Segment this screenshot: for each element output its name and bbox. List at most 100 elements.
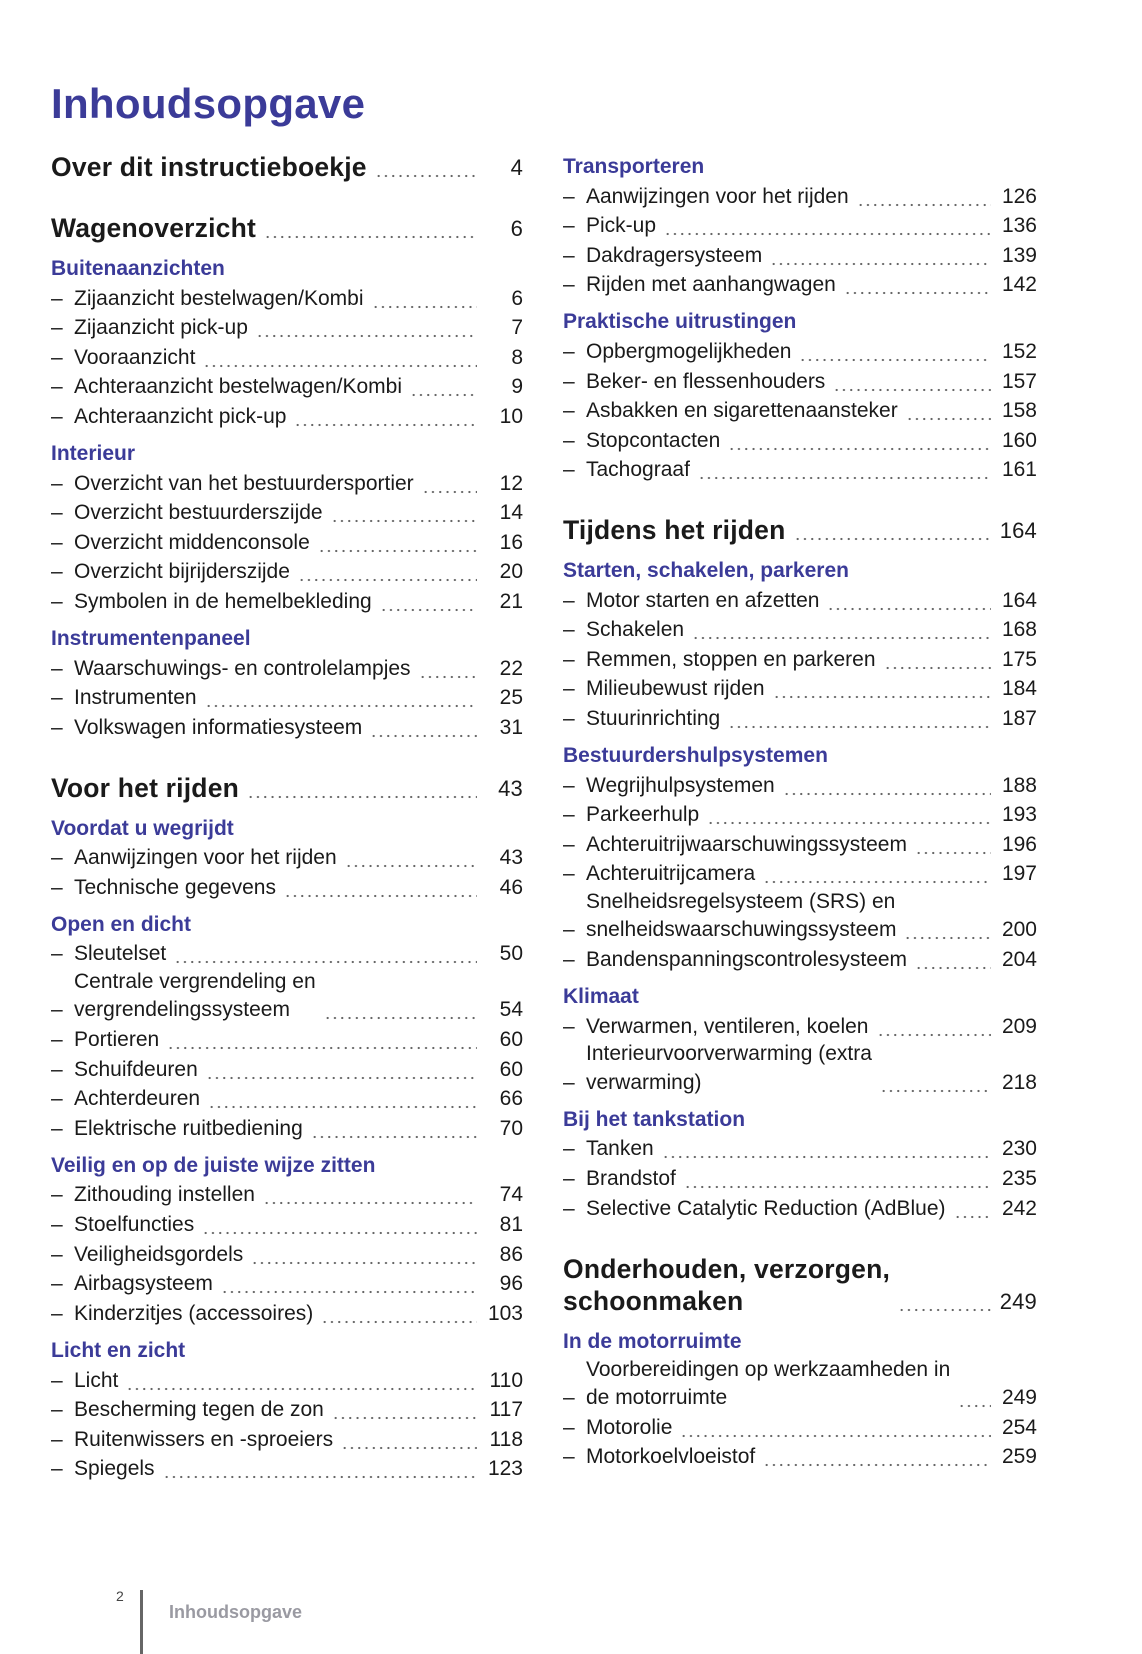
toc-chapter[interactable]: Onderhouden, verzorgen, schoonmaken 249 <box>563 1253 1037 1318</box>
toc-item[interactable]: – Interieurvoorverwarming (extra verwarmin… <box>563 1041 1037 1098</box>
toc-item[interactable]: – Stoelfuncties 81 <box>51 1210 523 1240</box>
toc-item[interactable]: – Achterdeuren 66 <box>51 1084 523 1114</box>
toc-item[interactable]: – Milieubewust rijden 184 <box>563 674 1037 704</box>
toc-item[interactable]: – Overzicht bijrijderszijde 20 <box>51 557 523 588</box>
toc-item[interactable]: – Stuurinrichting 187 <box>563 704 1037 734</box>
toc-item[interactable]: – Motor starten en afzetten 164 <box>563 585 1037 616</box>
toc-item[interactable]: – Opbergmogelijkheden 152 <box>563 337 1037 367</box>
toc-item[interactable]: – Airbagsysteem 96 <box>51 1269 523 1299</box>
toc-item[interactable]: – Remmen, stoppen en parkeren 175 <box>563 644 1037 675</box>
toc-item[interactable]: – Tachograaf 161 <box>563 455 1037 486</box>
dash-bullet: – <box>51 1057 63 1081</box>
dash-bullet: – <box>51 286 63 310</box>
dot-leader <box>167 1024 477 1055</box>
toc-page-number: 6 <box>510 216 523 241</box>
toc-item[interactable]: – Verwarmen, ventileren, koelen 209 <box>563 1011 1037 1042</box>
toc-label: Zithouding instellen <box>74 1180 255 1210</box>
toc-page-number: 60 <box>499 1057 523 1081</box>
toc-label-line: Centrale vergrendeling en <box>74 969 316 993</box>
dot-leader <box>683 1164 991 1194</box>
toc-item[interactable]: – Achteraanzicht pick-up 10 <box>51 401 523 432</box>
toc-item[interactable]: – Spiegels 123 <box>51 1454 523 1484</box>
toc-item[interactable]: – Achteraanzicht bestelwagen/Kombi 9 <box>51 372 523 402</box>
toc-item[interactable]: – Ruitenwissers en -sproeiers 118 <box>51 1424 523 1455</box>
toc-page-number: 209 <box>1001 1014 1037 1038</box>
toc-label: Interieur <box>51 439 135 469</box>
toc-section: Voordat u wegrijdt <box>51 814 523 844</box>
toc-label: Selective Catalytic Reduction (AdBlue) <box>586 1194 946 1224</box>
toc-item[interactable]: – Achteruitrijcamera 197 <box>563 859 1037 890</box>
toc-item[interactable]: – Brandstof 235 <box>563 1164 1037 1194</box>
toc-page-number: 7 <box>511 316 523 340</box>
toc-item[interactable]: – Kinderzitjes (accessoires) 103 <box>51 1298 523 1329</box>
toc-label-line: Elektrische ruitbediening <box>74 1116 303 1140</box>
dot-leader <box>262 1180 477 1211</box>
toc-label-line: Rijden met aanhangwagen <box>586 273 836 297</box>
toc-item[interactable]: – Snelheidsregelsysteem (SRS) en snelheids… <box>563 889 1037 946</box>
dot-leader <box>799 337 991 367</box>
toc-item[interactable]: – Portieren 60 <box>51 1024 523 1055</box>
toc-label-line: Starten, schakelen, parkeren <box>563 559 849 583</box>
toc-chapter[interactable]: Tijdens het rijden 164 <box>563 515 1037 547</box>
toc-item[interactable]: – Asbakken en sigarettenaansteker 158 <box>563 396 1037 426</box>
dash-bullet: – <box>563 1167 575 1191</box>
toc-label: Verwarmen, ventileren, koelen <box>586 1012 869 1042</box>
toc-item[interactable]: – Volkswagen informatiesysteem 31 <box>51 712 523 743</box>
toc-item[interactable]: – Pick-up 136 <box>563 211 1037 241</box>
toc-item[interactable]: – Wegrijhulpsystemen 188 <box>563 770 1037 801</box>
toc-item[interactable]: – Aanwijzingen voor het rijden 126 <box>563 181 1037 212</box>
toc-label-line: Spiegels <box>74 1457 155 1481</box>
toc-chapter[interactable]: Wagenoverzicht 6 <box>51 213 523 244</box>
toc-item[interactable]: – Zijaanzicht bestelwagen/Kombi 6 <box>51 283 523 314</box>
toc-item[interactable]: – Bandenspanningscontrolesysteem 204 <box>563 945 1037 975</box>
toc-page-number: 142 <box>1001 273 1037 297</box>
toc-item[interactable]: – Zijaanzicht pick-up 7 <box>51 313 523 343</box>
toc-item[interactable]: – Licht 110 <box>51 1365 523 1396</box>
toc-item[interactable]: – Waarschuwings- en controlelampjes 22 <box>51 653 523 684</box>
toc-item[interactable]: – Parkeerhulp 193 <box>563 800 1037 830</box>
toc-item[interactable]: – Instrumenten 25 <box>51 683 523 713</box>
toc-item[interactable]: – Veiligheidsgordels 86 <box>51 1239 523 1270</box>
toc-item[interactable]: – Technische gegevens 46 <box>51 872 523 903</box>
toc-item[interactable]: – Centrale vergrendeling en vergrendelings… <box>51 969 523 1025</box>
toc-item[interactable]: – Symbolen in de hemelbekleding 21 <box>51 587 523 617</box>
toc-item[interactable]: – Tanken 230 <box>563 1134 1037 1165</box>
toc-item[interactable]: – Zithouding instellen 74 <box>51 1180 523 1211</box>
toc-item[interactable]: – Schuifdeuren 60 <box>51 1054 523 1085</box>
toc-item[interactable]: – Vooraanzicht 8 <box>51 342 523 373</box>
toc-item[interactable]: – Selective Catalytic Reduction (AdBlue) 2… <box>563 1193 1037 1224</box>
dot-leader <box>410 372 477 402</box>
toc-page-number: 20 <box>499 560 523 584</box>
toc-item[interactable]: – Beker- en flessenhouders 157 <box>563 366 1037 397</box>
toc-item[interactable]: – Voorbereidingen op werkzaamheden in de m… <box>563 1357 1037 1413</box>
toc-label-line: Zijaanzicht pick-up <box>74 316 248 340</box>
dash-bullet: – <box>563 340 575 364</box>
dash-bullet: – <box>563 677 575 701</box>
dash-bullet: – <box>563 618 575 642</box>
toc-page-number: 161 <box>1001 458 1037 482</box>
dot-leader <box>914 829 991 860</box>
dash-bullet: – <box>51 942 63 966</box>
toc-item[interactable]: – Schakelen 168 <box>563 615 1037 645</box>
toc-item[interactable]: – Aanwijzingen voor het rijden 43 <box>51 843 523 873</box>
toc-label-line: Pick-up <box>586 214 657 238</box>
toc-item[interactable]: – Motorkoelvloeistof 259 <box>563 1442 1037 1472</box>
toc-page-number: 139 <box>1001 243 1037 267</box>
toc-chapter[interactable]: Over dit instructieboekje 4 <box>51 152 523 183</box>
toc-item[interactable]: – Achteruitrijwaarschuwingssysteem 196 <box>563 829 1037 860</box>
toc-chapter[interactable]: Voor het rijden 43 <box>51 772 523 804</box>
toc-item[interactable]: – Motorolie 254 <box>563 1412 1037 1443</box>
toc-item[interactable]: – Stopcontacten 160 <box>563 425 1037 456</box>
toc-item[interactable]: – Rijden met aanhangwagen 142 <box>563 270 1037 300</box>
toc-item[interactable]: – Dakdragersysteem 139 <box>563 240 1037 271</box>
toc-item[interactable]: – Sleutelset 50 <box>51 939 523 969</box>
toc-item[interactable]: – Bescherming tegen de zon 117 <box>51 1395 523 1425</box>
dot-leader <box>958 1383 991 1413</box>
toc-item[interactable]: – Overzicht van het bestuurdersportier 12 <box>51 468 523 499</box>
toc-label-line: Snelheidsregelsysteem (SRS) en <box>586 890 896 914</box>
footer-divider <box>140 1590 143 1654</box>
toc-label-line: Instrumenten <box>74 686 197 710</box>
toc-item[interactable]: – Elektrische ruitbediening 70 <box>51 1113 523 1144</box>
toc-item[interactable]: – Overzicht middenconsole 16 <box>51 527 523 558</box>
toc-item[interactable]: – Overzicht bestuurderszijde 14 <box>51 498 523 528</box>
